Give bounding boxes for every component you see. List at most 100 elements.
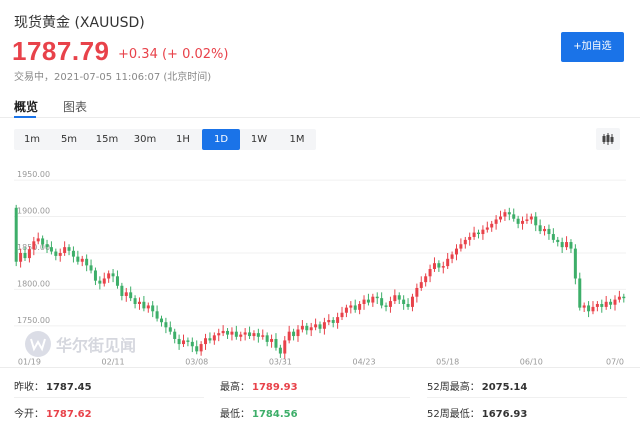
period-1w[interactable]: 1W (250, 134, 268, 145)
candle-body (428, 269, 432, 277)
candle-body (85, 258, 89, 266)
candle-body (450, 254, 454, 259)
candle-body (296, 329, 300, 337)
period-15m[interactable]: 15m (95, 134, 119, 145)
candle-body (358, 303, 362, 310)
tabs-divider (0, 117, 640, 118)
candle-body (36, 238, 40, 242)
watermark-text: 华尔街见闻 (56, 336, 137, 355)
candle-body (248, 332, 252, 337)
y-tick-label: 1950.00 (17, 170, 50, 179)
candle-body (278, 347, 282, 354)
period-1m-month[interactable]: 1M (289, 134, 305, 145)
candle-body (613, 299, 617, 305)
stats-row-divider (220, 397, 410, 398)
candle-body (45, 244, 49, 248)
candlestick-chart[interactable]: 1950.001900.001850.001800.001750.0001/19… (0, 165, 640, 365)
period-1m[interactable]: 1m (23, 134, 41, 145)
candle-body (582, 305, 586, 308)
candle-body (507, 212, 511, 215)
candle-body (195, 346, 199, 352)
candle-body (454, 248, 458, 255)
candle-body (622, 296, 626, 299)
candle-body (146, 305, 150, 309)
candle-body (397, 295, 401, 300)
stat-label: 最低： (220, 409, 250, 420)
candle-body (204, 338, 208, 345)
candle-body (102, 278, 106, 284)
candle-body (543, 228, 547, 232)
candle-body (393, 295, 397, 302)
candle-body (274, 338, 278, 348)
candle-body (481, 229, 485, 235)
stat-label: 52周最低： (427, 409, 480, 420)
candle-body (300, 325, 304, 330)
chart-type-toggle[interactable] (596, 128, 620, 150)
period-1h[interactable]: 1H (176, 134, 190, 145)
x-tick-label: 05/18 (436, 358, 459, 365)
candle-body (485, 227, 489, 230)
candle-body (556, 239, 560, 243)
candle-body (340, 312, 344, 318)
candle-body (617, 296, 621, 300)
candle-body (199, 344, 203, 352)
candle-body (54, 251, 58, 256)
period-5m[interactable]: 5m (60, 134, 78, 145)
candle-body (569, 242, 573, 249)
candle-body (89, 265, 93, 271)
candle-body (305, 325, 309, 331)
candle-body (239, 334, 243, 337)
candle-body (107, 273, 111, 279)
candle-body (380, 298, 384, 306)
candle-body (529, 216, 533, 220)
candle-body (463, 239, 467, 245)
candle-body (516, 218, 520, 224)
period-1d[interactable]: 1D (202, 129, 240, 150)
stats-row-divider (14, 397, 204, 398)
candle-body (19, 252, 23, 262)
candle-body (353, 305, 357, 310)
candle-body (331, 320, 335, 323)
stat-value: 1789.93 (252, 382, 298, 393)
candle-body (565, 242, 569, 248)
candle-body (459, 244, 463, 249)
candle-body (419, 282, 423, 288)
candle-body (402, 299, 406, 304)
tab-overview[interactable]: 概览 (14, 100, 39, 114)
candle-body (349, 305, 353, 308)
candle-body (424, 276, 428, 283)
candle-body (32, 241, 36, 250)
instrument-title: 现货黄金 (XAUUSD) (14, 15, 145, 31)
tab-chart[interactable]: 图表 (63, 100, 88, 114)
candle-body (217, 333, 221, 336)
candle-body (212, 335, 216, 341)
candle-body (63, 247, 67, 253)
candle-body (93, 270, 97, 281)
candle-body (27, 249, 31, 259)
candle-body (67, 247, 71, 251)
candle-body (314, 324, 318, 328)
y-tick-label: 1900.00 (17, 207, 50, 216)
candle-body (406, 303, 410, 307)
candle-body (600, 303, 604, 307)
active-tab-indicator (14, 116, 36, 118)
y-tick-label: 1750.00 (17, 316, 50, 325)
stat-high: 最高： 1789.93 (220, 378, 298, 393)
candle-body (432, 263, 436, 270)
period-30m[interactable]: 30m (133, 134, 157, 145)
candle-body (226, 330, 230, 335)
stats-row-divider (427, 397, 627, 398)
candle-body (129, 292, 133, 299)
candle-body (76, 256, 80, 262)
candle-body (415, 287, 419, 297)
candle-body (14, 207, 18, 262)
candle-body (133, 298, 137, 304)
candle-body (441, 266, 445, 268)
candle-body (261, 335, 265, 337)
add-to-watchlist-button[interactable]: +加自选 (561, 32, 624, 62)
stat-low: 最低： 1784.56 (220, 405, 298, 420)
candle-body (270, 338, 274, 342)
candle-body (243, 332, 247, 335)
candle-body (327, 320, 331, 323)
candle-body (410, 296, 414, 307)
